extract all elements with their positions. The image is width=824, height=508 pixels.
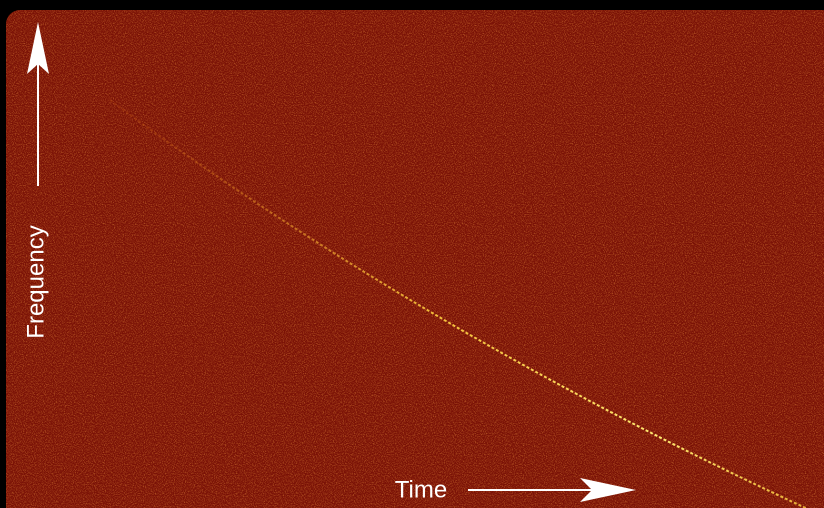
y-axis-label: Frequency bbox=[22, 225, 49, 338]
x-axis-label: Time bbox=[395, 476, 447, 503]
spectrogram: Frequency Time bbox=[0, 0, 824, 508]
noise-texture bbox=[6, 10, 824, 508]
